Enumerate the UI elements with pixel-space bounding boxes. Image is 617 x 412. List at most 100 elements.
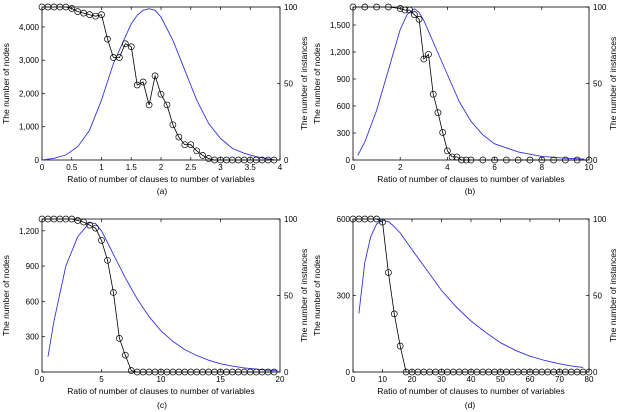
instances-line [42, 218, 274, 373]
y-tick-label-left: 1,500 [330, 21, 351, 30]
instances-point [415, 15, 423, 23]
chart-panel-1: 0 0.5 1 1.5 2 2.5 3 3.5 401,0002,0003,0004,00005… [1, 3, 309, 196]
instances-point [462, 156, 470, 164]
instances-point [434, 109, 442, 116]
x-axis-label: Ratio of number of clauses to number of … [377, 174, 565, 184]
y-tick-label-left: 0 [35, 368, 40, 377]
x-tick-label: 2 [398, 163, 403, 172]
instances-point [127, 43, 135, 51]
y-tick-label-right: 50 [593, 80, 602, 89]
instances-point [349, 3, 357, 11]
y-axis-label-left: The number of nodes [1, 43, 11, 124]
y-tick-label-left: 2,000 [19, 89, 40, 98]
y-tick-label-left: 0 [346, 156, 351, 165]
x-tick-label: 40 [467, 375, 476, 384]
nodes-line [47, 222, 278, 372]
x-tick-label: 80 [585, 375, 594, 384]
instances-point [448, 153, 456, 161]
instances-point [86, 221, 93, 229]
y-tick-label-left: 3,000 [19, 56, 40, 65]
x-tick-label: 8 [540, 163, 545, 172]
y-tick-label-left: 600 [337, 215, 351, 224]
x-tick-label: 10 [378, 375, 387, 384]
y-tick-label-left: 4,000 [19, 23, 40, 32]
instances-point [104, 35, 111, 43]
instances-point [385, 3, 392, 11]
instances-line [42, 6, 274, 161]
nodes-line [42, 8, 275, 161]
instances-point [562, 156, 569, 164]
series-group [353, 218, 589, 373]
instances-point [396, 5, 404, 12]
instances-point [151, 72, 159, 80]
x-tick-label: 3 [218, 163, 223, 172]
instances-point [133, 81, 141, 89]
instances-point [139, 78, 147, 86]
instances-point [453, 153, 461, 161]
y-tick-label-left: 0 [35, 156, 40, 165]
instances-point [573, 156, 581, 164]
instances-point [175, 133, 183, 141]
x-axis-label: Ratio of number of clauses to number of … [67, 174, 255, 184]
y-tick-label-left: 1,200 [19, 227, 40, 236]
x-tick-label: 4 [445, 163, 450, 172]
instances-point [361, 3, 369, 11]
instances-point [169, 121, 177, 129]
y-tick-label-left: 1,200 [330, 48, 351, 57]
instances-point [585, 368, 593, 376]
y-axis-label-right: The number of instances [299, 249, 309, 343]
y-tick-label-left: 900 [337, 75, 351, 84]
instances-point [429, 90, 437, 98]
instances-point [115, 54, 123, 61]
y-tick-label-right: 50 [284, 80, 293, 89]
x-tick-label: 0 [40, 163, 45, 172]
y-tick-label-right: 50 [284, 292, 293, 301]
y-axis-label-right: The number of instances [608, 249, 617, 343]
x-tick-label: 20 [408, 375, 417, 384]
x-tick-label: 2 [159, 163, 164, 172]
instances-point [411, 11, 418, 18]
instances-point [163, 101, 171, 109]
y-tick-label-right: 0 [593, 368, 598, 377]
x-tick-label: 10 [157, 375, 166, 384]
instances-point [444, 147, 451, 155]
x-tick-label: 60 [526, 375, 535, 384]
x-tick-label: 1 [99, 163, 104, 172]
y-tick-label-right: 100 [593, 3, 607, 12]
instances-point [425, 51, 432, 58]
instances-point [503, 156, 510, 164]
y-axis-label-left: The number of nodes [1, 255, 11, 336]
plot-frame [41, 6, 281, 161]
instances-point [121, 351, 129, 359]
y-tick-label-left: 1,000 [19, 123, 40, 132]
x-tick-label: 4 [278, 163, 283, 172]
plot-frame [41, 218, 281, 373]
instances-point [92, 224, 99, 232]
x-tick-label: 10 [585, 163, 594, 172]
nodes-line [357, 8, 585, 160]
instances-point [514, 156, 522, 164]
instances-point [68, 5, 76, 12]
series-group [42, 6, 275, 161]
instances-point [270, 156, 278, 164]
y-tick-label-left: 300 [26, 333, 40, 342]
instances-point [379, 218, 386, 226]
x-tick-label: 30 [437, 375, 446, 384]
instances-point [199, 152, 206, 159]
instances-point [458, 156, 465, 164]
instances-point [270, 368, 278, 376]
instances-line [353, 6, 589, 161]
y-tick-label-left: 600 [26, 297, 40, 306]
y-tick-label-right: 0 [284, 368, 289, 377]
x-tick-label: 15 [216, 375, 225, 384]
x-tick-label: 0.5 [66, 163, 78, 172]
instances-point [385, 269, 392, 276]
instances-point [550, 156, 557, 164]
instances-point [157, 90, 165, 98]
instances-point [115, 334, 123, 342]
series-group [42, 218, 278, 373]
y-tick-label-right: 0 [284, 156, 289, 165]
y-tick-label-left: 300 [337, 292, 351, 301]
